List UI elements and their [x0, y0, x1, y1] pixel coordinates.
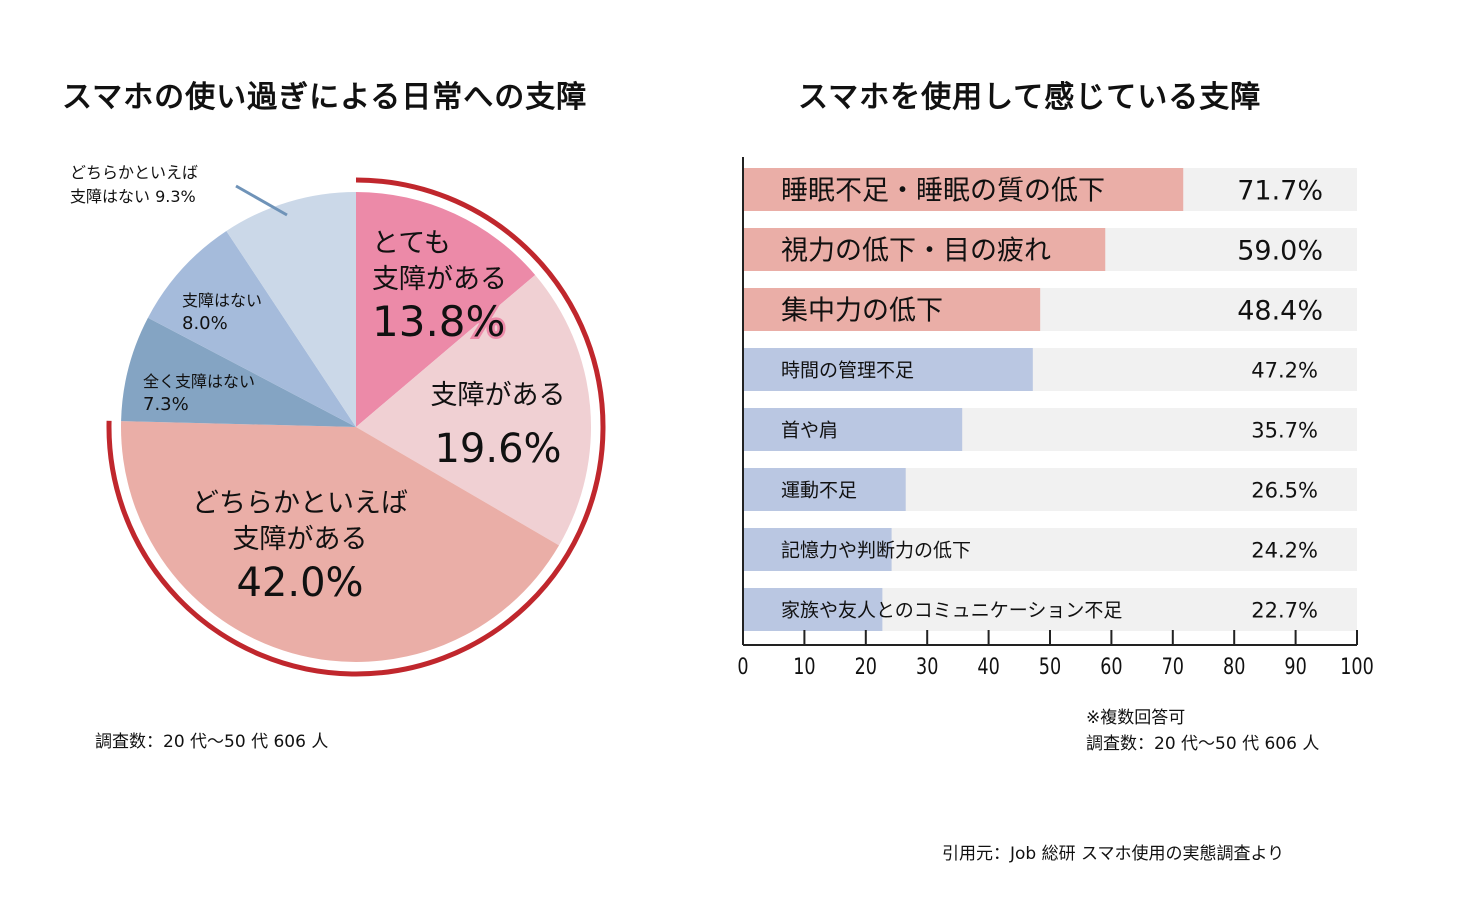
bar: [743, 288, 1041, 331]
x-tick-label: 20: [855, 654, 877, 679]
pie-slice-label: どちらかといえば: [192, 488, 408, 519]
x-tick-label: 50: [1039, 654, 1061, 679]
pie-survey-note: 調査数：20 代〜50 代 606 人: [95, 732, 329, 752]
bar: [743, 408, 963, 451]
x-tick-label: 40: [977, 654, 999, 679]
pie-slice-label: 支障がある: [233, 524, 368, 555]
bar: [743, 588, 883, 631]
bar-category-label: 家族や友人とのコミュニケーション不足: [781, 600, 1122, 622]
pie-slice: [121, 317, 356, 427]
bar: [743, 168, 1184, 211]
pie-slice: [147, 230, 356, 427]
pie-slice-value: 7.3%: [143, 394, 189, 415]
x-tick-label: 100: [1340, 654, 1374, 679]
source-citation: 引用元：Job 総研 スマホ使用の実態調査より: [942, 844, 1285, 864]
x-tick-label: 70: [1162, 654, 1184, 679]
highlight-ring: [106, 177, 606, 677]
x-tick-label: 30: [916, 654, 938, 679]
bar-value-label: 59.0%: [1237, 236, 1323, 267]
pie-slice-label: 全く支障はない: [143, 372, 255, 391]
pie-slice: [356, 274, 591, 546]
bar-value-label: 22.7%: [1251, 599, 1318, 623]
bar-multiple-answer-note: ※複数回答可: [1086, 708, 1186, 728]
bar-value-label: 48.4%: [1237, 296, 1323, 327]
bar-category-label: 集中力の低下: [781, 296, 943, 327]
bar-survey-note: 調査数：20 代〜50 代 606 人: [1086, 734, 1320, 754]
bar-category-label: 首や肩: [781, 420, 838, 442]
bar-value-label: 47.2%: [1251, 359, 1318, 383]
pie-slice-label: 支障はない 9.3%: [70, 187, 196, 206]
pie-slice-label: どちらかといえば: [70, 163, 198, 182]
bar-category-label: 視力の低下・目の疲れ: [781, 236, 1051, 267]
bar-category-label: 運動不足: [781, 480, 857, 502]
pie-slice: [120, 421, 560, 662]
bar-chart-title: スマホを使用して感じている支障: [798, 80, 1262, 115]
bar-value-label: 71.7%: [1237, 176, 1323, 207]
bar-category-label: 記憶力や判断力の低下: [781, 540, 971, 562]
x-tick-label: 10: [793, 654, 815, 679]
pie-chart-title: スマホの使い過ぎによる日常への支障: [62, 80, 588, 115]
x-tick-label: 0: [737, 654, 748, 679]
bar: [743, 348, 1033, 391]
bar-value-label: 26.5%: [1251, 479, 1318, 503]
x-tick-label: 90: [1284, 654, 1306, 679]
pie-slice-label: 支障がある: [372, 264, 507, 295]
pie-slice-value: 19.6%: [434, 426, 561, 472]
pie-slice-value: 42.0%: [236, 560, 363, 606]
bar-category-label: 睡眠不足・睡眠の質の低下: [781, 176, 1105, 207]
pie-slice-value: 13.8%: [372, 297, 505, 346]
bar-category-label: 時間の管理不足: [781, 360, 914, 382]
x-tick-label: 60: [1100, 654, 1122, 679]
pie-slice-label: 支障はない: [182, 291, 262, 310]
pie-slice-label: 支障がある: [431, 380, 566, 411]
pie-slice: [356, 192, 536, 427]
bar: [743, 468, 906, 511]
bar: [743, 528, 892, 571]
pie-slice: [226, 192, 356, 427]
x-tick-label: 80: [1223, 654, 1245, 679]
pie-slice-value: 8.0%: [182, 313, 228, 334]
bar-value-label: 24.2%: [1251, 539, 1318, 563]
pie-slice-label: とても: [372, 228, 451, 259]
bar: [743, 228, 1106, 271]
bar-value-label: 35.7%: [1251, 419, 1318, 443]
leader-line: [235, 184, 288, 217]
